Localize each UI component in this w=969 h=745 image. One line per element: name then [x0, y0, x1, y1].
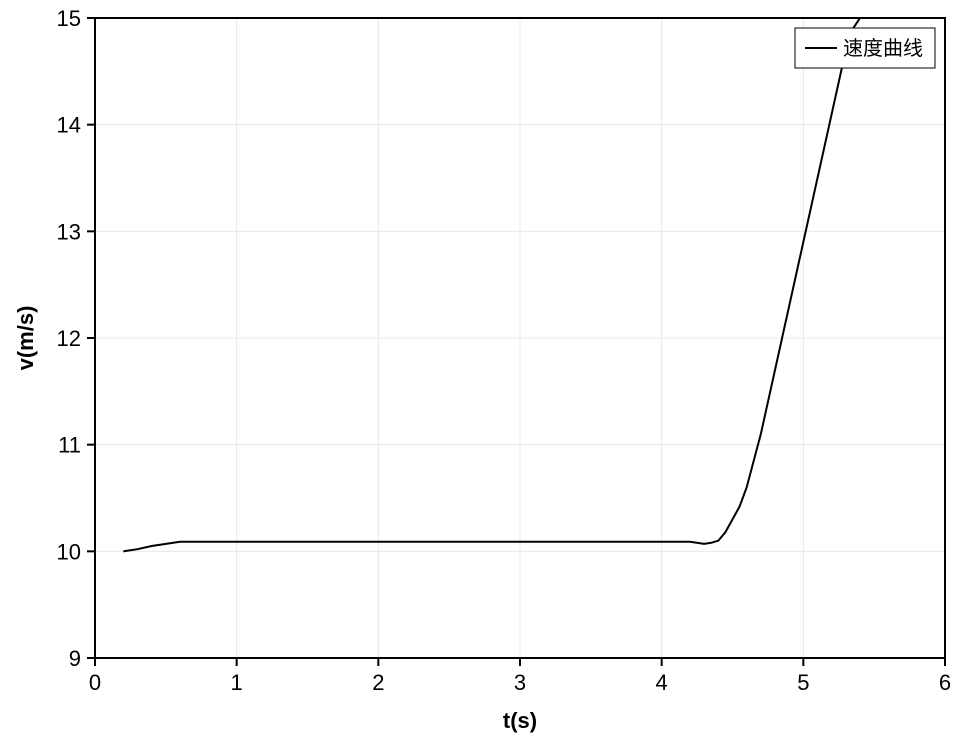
y-tick-label: 9	[69, 646, 81, 671]
chart-container: 01234569101112131415t(s)v(m/s)速度曲线	[0, 0, 969, 745]
y-tick-label: 10	[57, 539, 81, 564]
y-tick-label: 13	[57, 219, 81, 244]
x-tick-label: 1	[231, 670, 243, 695]
x-tick-label: 5	[797, 670, 809, 695]
legend-label: 速度曲线	[843, 37, 923, 60]
y-tick-label: 15	[57, 6, 81, 31]
x-axis-label: t(s)	[503, 708, 537, 733]
x-tick-label: 6	[939, 670, 951, 695]
x-tick-label: 2	[372, 670, 384, 695]
x-tick-label: 3	[514, 670, 526, 695]
line-chart: 01234569101112131415t(s)v(m/s)速度曲线	[0, 0, 969, 745]
y-tick-label: 11	[58, 433, 81, 458]
y-tick-label: 12	[57, 326, 81, 351]
y-tick-label: 14	[57, 113, 81, 138]
y-axis-label: v(m/s)	[13, 306, 38, 371]
x-tick-label: 0	[89, 670, 101, 695]
x-tick-label: 4	[656, 670, 668, 695]
